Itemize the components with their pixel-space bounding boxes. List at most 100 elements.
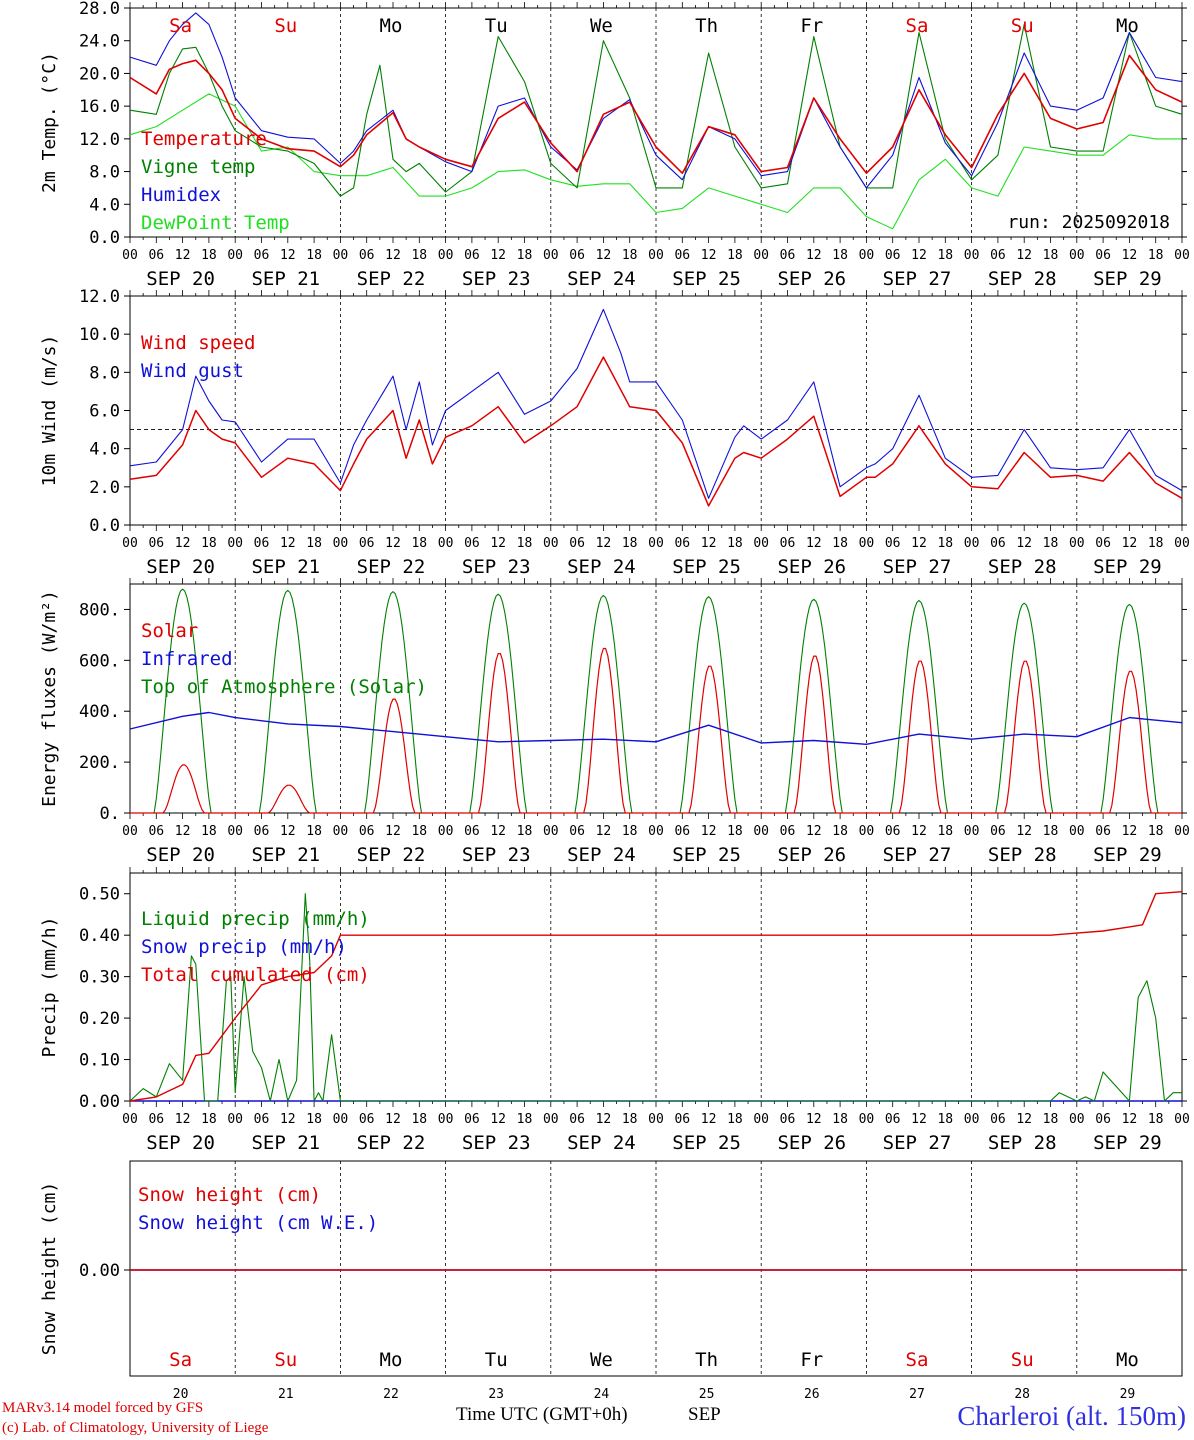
hour-tick-label: 00 xyxy=(333,536,349,551)
hour-tick-label: 18 xyxy=(727,248,743,263)
hour-tick-label: 12 xyxy=(1016,248,1032,263)
day-name-label: Th xyxy=(695,15,718,37)
hour-tick-label: 06 xyxy=(254,536,270,551)
hour-tick-label: 18 xyxy=(306,824,322,839)
panel-2-frame: 00 06 12 18 SEP 20 00 06 12 18 SEP 21 00 06 12 18 SEP … xyxy=(122,290,1190,578)
hour-tick-label: 06 xyxy=(464,1112,480,1127)
hour-tick-label: 00 xyxy=(438,1112,454,1127)
day-name-label: Su xyxy=(274,15,297,37)
hour-tick-label: 00 xyxy=(753,248,769,263)
panel-5-frame xyxy=(129,1160,1183,1377)
hour-tick-label: 00 xyxy=(227,536,243,551)
hour-tick-label: 12 xyxy=(1122,248,1138,263)
day-name-label: Sa xyxy=(906,1349,929,1371)
hour-tick-label: 00 xyxy=(859,1112,875,1127)
y-tick-label: 0.10 xyxy=(79,1051,120,1071)
hour-tick-label: 06 xyxy=(780,824,796,839)
y-tick-label: 20.0 xyxy=(79,64,120,84)
y-tick-label: 4.0 xyxy=(89,440,120,460)
y-tick-label: 0.50 xyxy=(79,885,120,905)
hour-tick-label: 00 xyxy=(543,536,559,551)
legend-solar: Solar xyxy=(141,620,198,642)
hour-tick-label: 06 xyxy=(254,824,270,839)
hour-tick-label: 18 xyxy=(1148,824,1164,839)
hour-tick-label: 00 xyxy=(1069,248,1085,263)
hour-tick-label: 12 xyxy=(806,536,822,551)
hour-tick-label: 12 xyxy=(1016,1112,1032,1127)
date-label: SEP 21 xyxy=(251,1132,320,1154)
hour-tick-label: 00 xyxy=(1174,536,1190,551)
hour-tick-label: 12 xyxy=(806,824,822,839)
hour-tick-label: 06 xyxy=(885,536,901,551)
hour-tick-label: 12 xyxy=(175,536,191,551)
run-annotation: run: 2025092018 xyxy=(1007,212,1170,233)
day-name-label: We xyxy=(590,1349,613,1371)
hour-tick-label: 12 xyxy=(175,248,191,263)
hour-tick-label: 06 xyxy=(148,1112,164,1127)
hour-tick-label: 12 xyxy=(280,824,296,839)
hour-tick-label: 12 xyxy=(385,824,401,839)
hour-tick-label: 00 xyxy=(648,248,664,263)
hour-tick-label: 12 xyxy=(806,1112,822,1127)
legend-total-cumulated-cm: Total cumulated (cm) xyxy=(141,964,370,986)
hour-tick-label: 00 xyxy=(227,1112,243,1127)
y-tick-label: 0.00 xyxy=(79,1092,120,1112)
hour-tick-label: 18 xyxy=(201,824,217,839)
date-label: SEP 27 xyxy=(883,1132,952,1154)
day-number-label: 29 xyxy=(1120,1387,1136,1402)
hour-tick-label: 18 xyxy=(622,824,638,839)
hour-tick-label: 12 xyxy=(701,536,717,551)
day-name-label: Su xyxy=(1011,15,1034,37)
hour-tick-label: 12 xyxy=(490,536,506,551)
copyright-credit: (c) Lab. of Climatology, University of L… xyxy=(2,1420,269,1436)
hour-tick-label: 06 xyxy=(359,824,375,839)
hour-tick-label: 06 xyxy=(254,248,270,263)
day-name-label: Fr xyxy=(800,15,823,37)
day-name-label: Tu xyxy=(485,15,508,37)
hour-tick-label: 00 xyxy=(859,248,875,263)
hour-tick-label: 06 xyxy=(674,248,690,263)
hour-tick-label: 18 xyxy=(832,248,848,263)
xaxis-month: SEP xyxy=(688,1404,721,1425)
hour-tick-label: 12 xyxy=(280,248,296,263)
hour-tick-label: 18 xyxy=(306,248,322,263)
hour-tick-label: 00 xyxy=(122,536,138,551)
hour-tick-label: 00 xyxy=(964,248,980,263)
hour-tick-label: 00 xyxy=(543,1112,559,1127)
date-label: SEP 25 xyxy=(672,844,741,866)
hour-tick-label: 06 xyxy=(1095,1112,1111,1127)
hour-tick-label: 12 xyxy=(1122,824,1138,839)
y-tick-label: 0.40 xyxy=(79,926,120,946)
y-tick-label: 12.0 xyxy=(79,130,120,150)
y-tick-label: 2.0 xyxy=(89,478,120,498)
hour-tick-label: 18 xyxy=(411,824,427,839)
model-credit: MARv3.14 model forced by GFS xyxy=(2,1400,204,1416)
hour-tick-label: 12 xyxy=(280,1112,296,1127)
hour-tick-label: 06 xyxy=(359,536,375,551)
series-solar xyxy=(130,647,1182,814)
day-name-label: Su xyxy=(1011,1349,1034,1371)
hour-tick-label: 00 xyxy=(227,824,243,839)
y-tick-label: 24.0 xyxy=(79,32,120,52)
y-tick-label: 0.20 xyxy=(79,1009,120,1029)
y-tick-label: 10.0 xyxy=(79,325,120,345)
hour-tick-label: 00 xyxy=(438,536,454,551)
hour-tick-label: 18 xyxy=(517,536,533,551)
day-number-label: 25 xyxy=(699,1387,715,1402)
hour-tick-label: 12 xyxy=(701,1112,717,1127)
date-label: SEP 24 xyxy=(567,556,636,578)
hour-tick-label: 00 xyxy=(333,248,349,263)
hour-tick-label: 18 xyxy=(517,1112,533,1127)
hour-tick-label: 00 xyxy=(753,536,769,551)
legend-wind-speed: Wind speed xyxy=(141,332,255,354)
hour-tick-label: 06 xyxy=(148,536,164,551)
date-label: SEP 29 xyxy=(1093,1132,1162,1154)
legend-snow-precip-mm-h: Snow precip (mm/h) xyxy=(141,936,347,958)
day-name-label: Mo xyxy=(1116,15,1139,37)
hour-tick-label: 00 xyxy=(1174,248,1190,263)
y-axis-label-1: 2m Temp. (°C) xyxy=(39,52,60,193)
series-liquid-precip-mm-h xyxy=(129,893,1182,1102)
hour-tick-label: 06 xyxy=(148,824,164,839)
y-tick-label: 0.00 xyxy=(79,1261,120,1281)
